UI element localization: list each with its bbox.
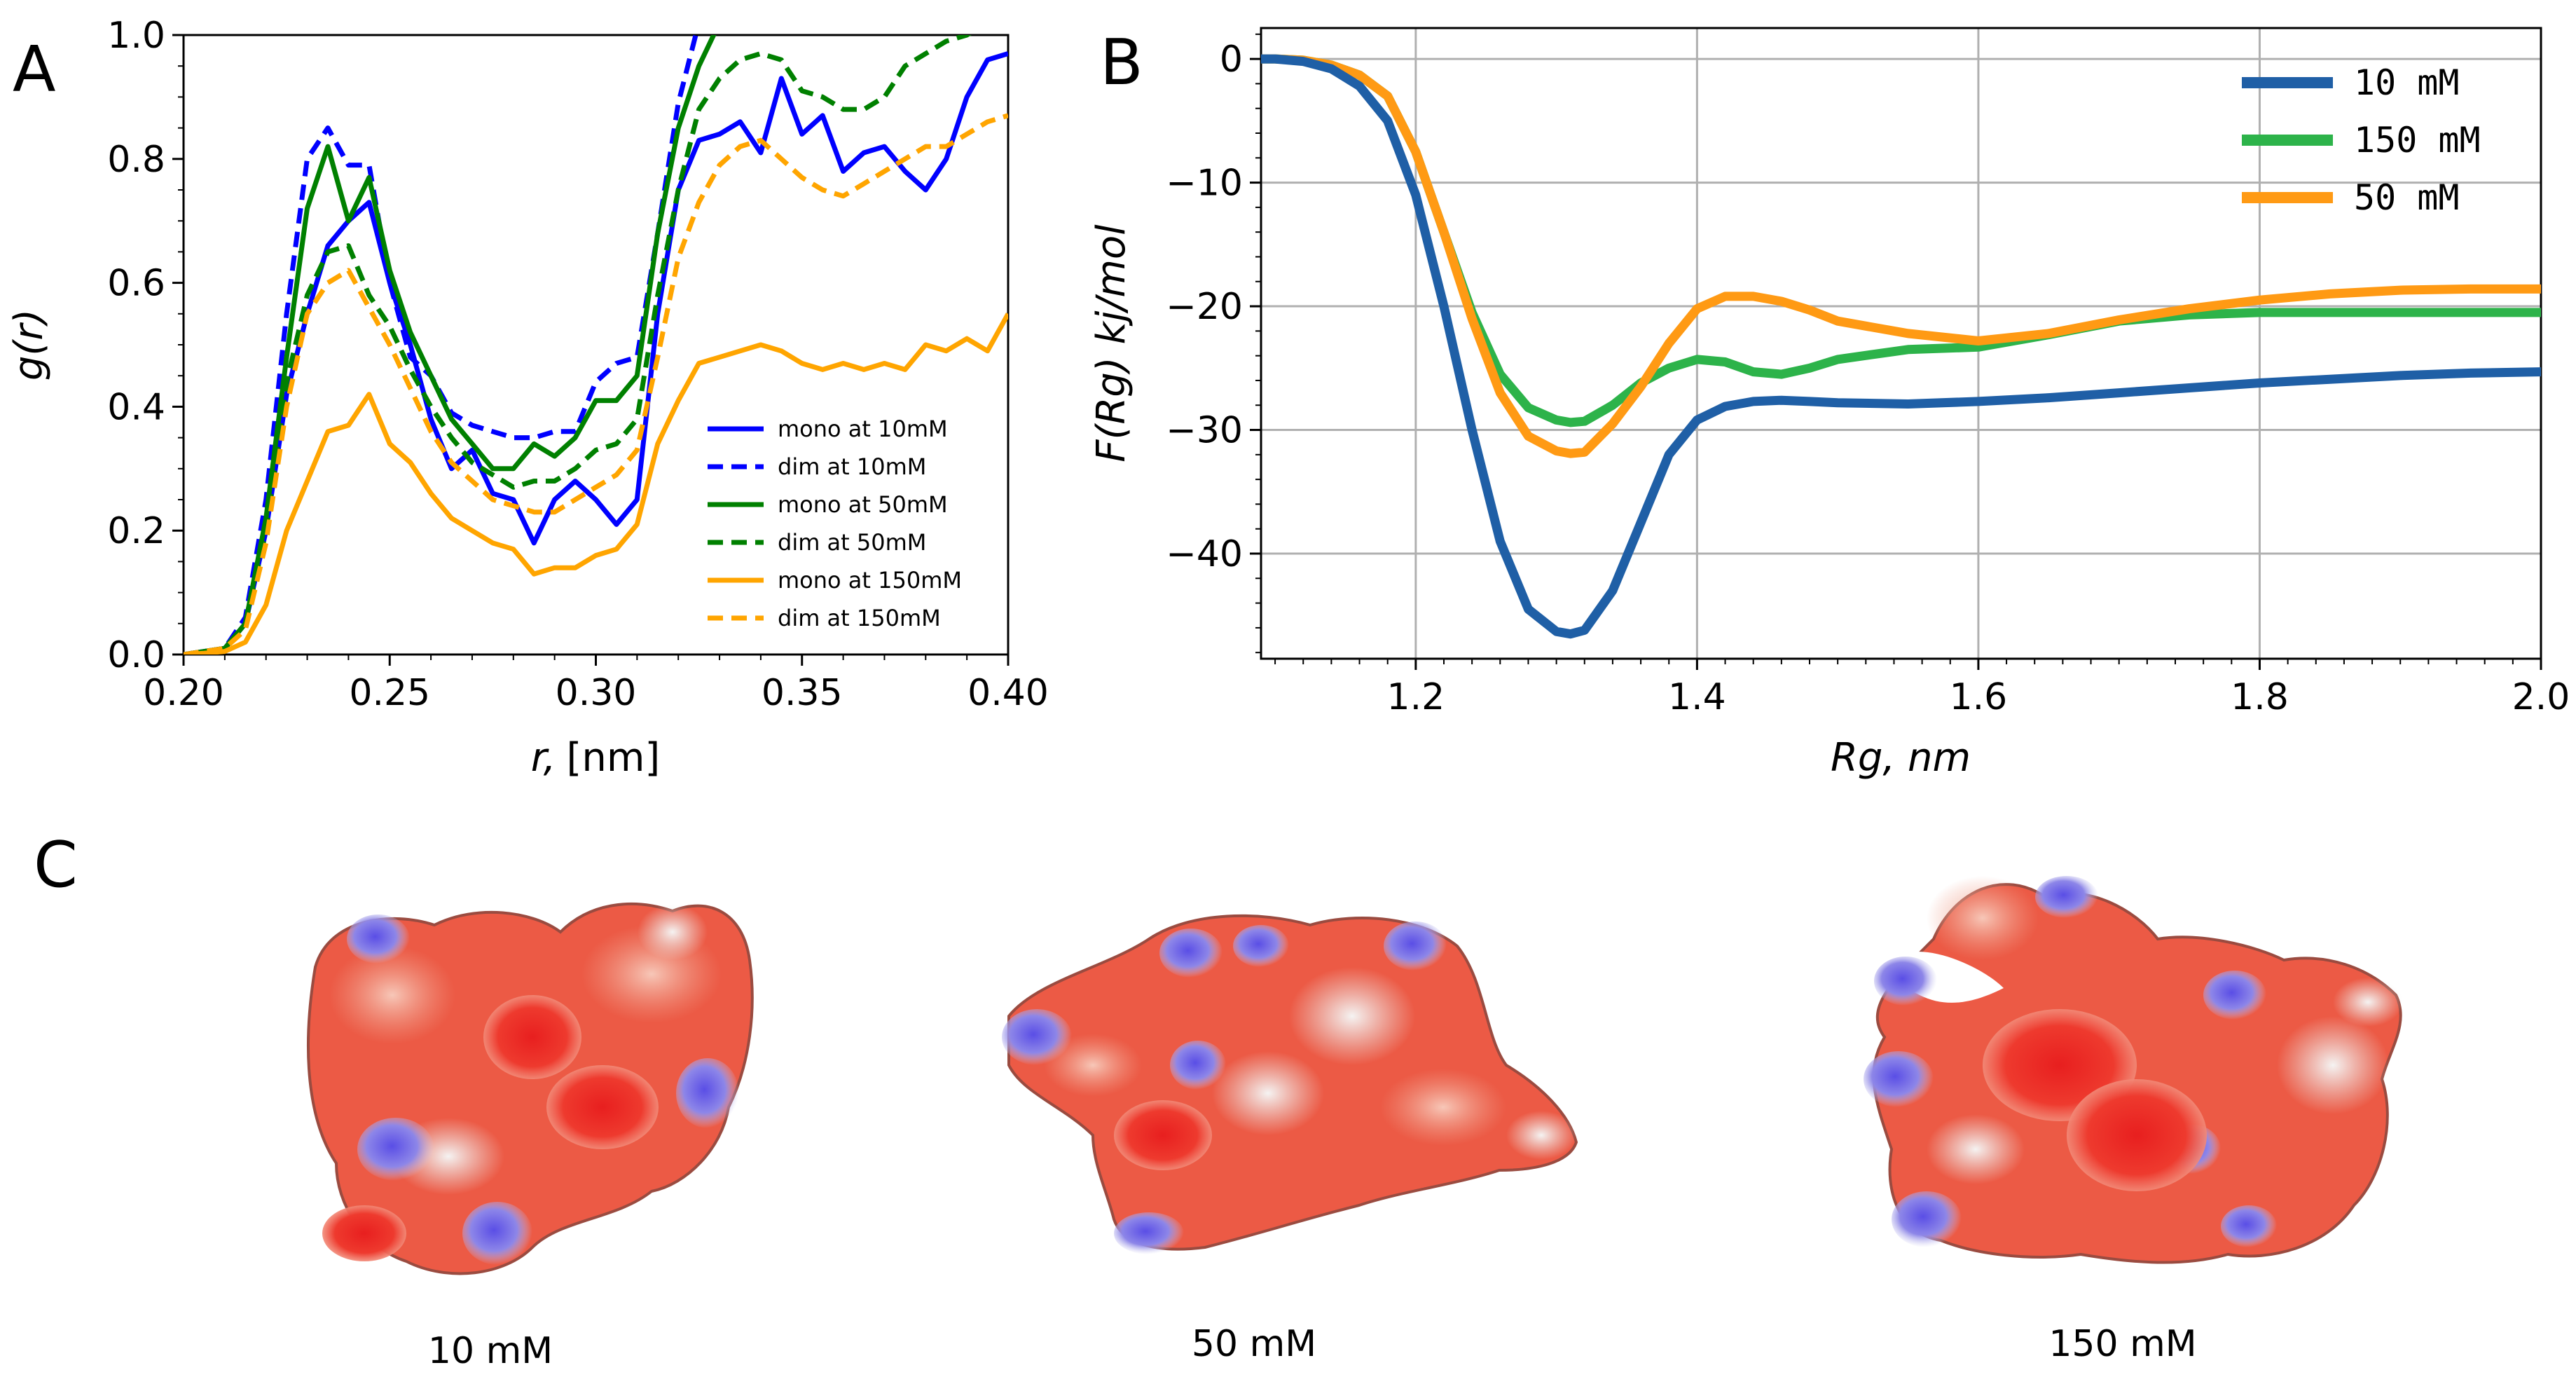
x-axis-label-unit-a: [nm] bbox=[567, 735, 661, 781]
x-tick-label-b: 1.6 bbox=[1950, 676, 2008, 718]
legend-label-a: dim at 50mM bbox=[778, 529, 926, 556]
x-tick-label-b: 1.4 bbox=[1668, 676, 1726, 718]
y-tick-label-b: −10 bbox=[1166, 163, 1243, 205]
protein-surface-10mm bbox=[307, 903, 754, 1275]
y-axis-label-b: F(Rg) kj/mol bbox=[1089, 224, 1134, 463]
legend-label-b: 50 mM bbox=[2354, 177, 2460, 218]
x-tick-label-a: 0.25 bbox=[349, 672, 430, 714]
y-tick-label-a: 0.4 bbox=[107, 386, 165, 428]
series-line-150-mm bbox=[1261, 54, 2541, 427]
series-line-mono-at-50mm bbox=[184, 35, 717, 655]
panel-c: C 10 mM bbox=[34, 828, 2403, 1372]
y-tick-label-b: 0 bbox=[1220, 39, 1243, 81]
legend-label-b: 10 mM bbox=[2354, 62, 2460, 103]
protein-surface-150mm bbox=[1864, 876, 2403, 1264]
x-tick-label-a: 0.20 bbox=[143, 672, 224, 714]
x-tick-label-b: 1.2 bbox=[1386, 676, 1445, 718]
series-line-dim-at-50mm bbox=[184, 35, 972, 655]
series-line-50-mm bbox=[1261, 54, 2541, 458]
legend-label-a: mono at 10mM bbox=[778, 416, 948, 442]
legend-label-b: 150 mM bbox=[2354, 120, 2481, 160]
y-tick-label-a: 1.0 bbox=[107, 15, 165, 57]
y-tick-label-b: −40 bbox=[1166, 533, 1243, 575]
panel-letter-a: A bbox=[13, 33, 56, 107]
legend-a: mono at 10mM dim at 10mM mono at 50mM dim a… bbox=[708, 416, 962, 631]
y-tick-label-b: −20 bbox=[1166, 286, 1243, 328]
y-tick-label-b: −30 bbox=[1166, 410, 1243, 452]
plot-frame-a bbox=[182, 34, 1010, 656]
protein-surface-50mm bbox=[1002, 914, 1578, 1254]
plot-frame-b bbox=[1260, 27, 2542, 660]
grid-b bbox=[1261, 28, 2542, 659]
y-axis-label-a: g(r) bbox=[6, 309, 52, 381]
structure-caption-150mm: 150 mM bbox=[2048, 1323, 2196, 1365]
x-axis-label-b: Rg, nm bbox=[1831, 735, 1971, 781]
series-group-a bbox=[184, 35, 1008, 655]
x-tick-label-a: 0.30 bbox=[556, 672, 637, 714]
panel-letter-c: C bbox=[34, 828, 78, 902]
x-tick-label-a: 0.35 bbox=[762, 672, 843, 714]
legend-label-a: dim at 10mM bbox=[778, 453, 926, 480]
panel-b: B 1.2 1.4 1.6 1.8 2.0 0 −10 −20 −30 −40 F(Rg) kj/… bbox=[1089, 26, 2570, 781]
x-axis-label-var-a: r, bbox=[531, 735, 556, 781]
panel-a: A 0.20 0.25 0.30 0.35 0.40 0.0 0.2 0.4 0.6 0.8 1.0… bbox=[6, 15, 1049, 781]
legend-label-a: dim at 150mM bbox=[778, 605, 941, 631]
legend-label-a: mono at 50mM bbox=[778, 491, 948, 518]
series-line-mono-at-10mm bbox=[184, 51, 1008, 655]
x-tick-label-b: 1.8 bbox=[2231, 676, 2289, 718]
series-line-dim-at-150mm bbox=[184, 113, 1008, 655]
series-line-10-mm bbox=[1261, 54, 2541, 639]
series-group-b bbox=[1261, 54, 2541, 639]
legend-label-a: mono at 150mM bbox=[778, 567, 962, 594]
legend-b: 10 mM 150 mM 50 mM bbox=[2242, 62, 2481, 218]
structure-caption-10mm: 10 mM bbox=[428, 1330, 553, 1372]
axis-ticks-b: 1.2 1.4 1.6 1.8 2.0 0 −10 −20 −30 −40 bbox=[1166, 33, 2570, 718]
x-axis-label-a: r, [nm] bbox=[531, 735, 661, 781]
series-line-dim-at-10mm bbox=[184, 35, 698, 655]
y-tick-label-a: 0.0 bbox=[107, 634, 165, 676]
structure-caption-50mm: 50 mM bbox=[1192, 1323, 1316, 1365]
y-tick-label-a: 0.2 bbox=[107, 510, 165, 552]
y-tick-label-a: 0.6 bbox=[107, 263, 165, 305]
x-tick-label-b: 2.0 bbox=[2512, 676, 2570, 718]
axis-ticks-a: 0.20 0.25 0.30 0.35 0.40 0.0 0.2 0.4 0.6 0.8 1.0 bbox=[107, 15, 1049, 714]
x-tick-label-a: 0.40 bbox=[967, 672, 1049, 714]
series-line-mono-at-150mm bbox=[184, 313, 1008, 655]
panel-letter-b: B bbox=[1100, 26, 1143, 100]
y-tick-label-a: 0.8 bbox=[107, 139, 165, 181]
